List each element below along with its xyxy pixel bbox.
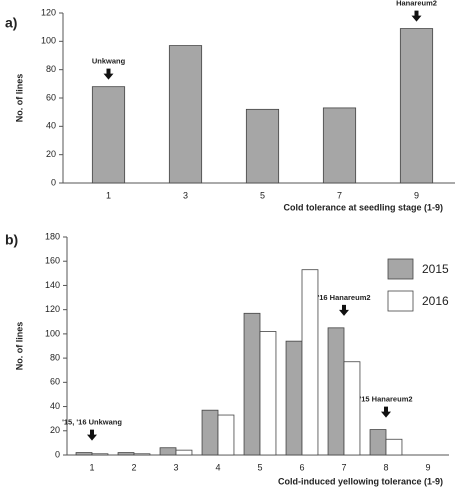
bar <box>322 107 357 184</box>
y-tick-label: 60 <box>46 92 56 102</box>
y-tick-label: 80 <box>46 64 56 74</box>
annotation-arrow <box>411 10 422 22</box>
y-tick-label: 160 <box>45 256 60 266</box>
x-tick-label: 9 <box>425 462 430 472</box>
bar <box>385 438 403 456</box>
bar <box>343 361 361 456</box>
annotation-arrow <box>339 304 349 316</box>
x-axis-title: Cold-induced yellowing tolerance (1-9) <box>278 476 443 486</box>
annotation: '16 Hanareum2 <box>317 293 370 302</box>
x-tick-label: 3 <box>183 190 188 200</box>
legend-swatch <box>387 290 414 312</box>
bar <box>285 340 303 456</box>
x-tick-label: 5 <box>257 462 262 472</box>
y-tick-label: 120 <box>41 7 56 17</box>
annotation: '15, '16 Unkwang <box>62 418 122 427</box>
y-tick-label: 40 <box>46 121 56 131</box>
legend-label: 2016 <box>422 294 449 308</box>
bar <box>201 409 219 456</box>
y-tick-label: 100 <box>41 36 56 46</box>
bar <box>259 331 277 456</box>
bar <box>75 452 93 456</box>
panel-label: a) <box>5 15 17 31</box>
bar <box>159 447 177 456</box>
annotation-arrow <box>87 429 97 441</box>
bar <box>133 453 151 456</box>
bar <box>369 429 387 456</box>
annotation-arrow <box>103 68 114 80</box>
annotation: Unkwang <box>92 57 126 66</box>
bar <box>301 269 319 456</box>
annotation: Hanareum2 <box>396 0 437 8</box>
y-tick-label: 80 <box>50 352 60 362</box>
y-tick-label: 20 <box>50 425 60 435</box>
x-axis-title: Cold tolerance at seedling stage (1-9) <box>283 202 443 212</box>
bar <box>243 312 261 456</box>
y-tick-label: 140 <box>45 280 60 290</box>
bar <box>91 453 109 456</box>
x-tick-label: 9 <box>414 190 419 200</box>
bar <box>91 86 126 184</box>
x-tick-label: 1 <box>89 462 94 472</box>
y-tick-label: 0 <box>51 177 56 187</box>
bar <box>168 45 203 184</box>
bar <box>245 108 280 184</box>
annotation-arrow <box>381 406 391 418</box>
bar <box>117 452 135 456</box>
annotation: '15 Hanareum2 <box>359 395 412 404</box>
x-tick-label: 6 <box>299 462 304 472</box>
x-tick-label: 4 <box>215 462 220 472</box>
y-tick-label: 100 <box>45 328 60 338</box>
x-tick-label: 7 <box>341 462 346 472</box>
y-tick-label: 40 <box>50 401 60 411</box>
y-tick-label: 60 <box>50 377 60 387</box>
y-axis-title: No. of lines <box>14 322 24 371</box>
y-tick-label: 120 <box>45 304 60 314</box>
x-tick-label: 1 <box>106 190 111 200</box>
x-tick-label: 8 <box>383 462 388 472</box>
x-tick-label: 3 <box>173 462 178 472</box>
x-tick-label: 2 <box>131 462 136 472</box>
y-tick-label: 180 <box>45 231 60 241</box>
y-tick-label: 20 <box>46 149 56 159</box>
y-tick-label: 0 <box>55 449 60 459</box>
bar <box>327 327 345 456</box>
bar <box>217 414 235 456</box>
legend-swatch <box>387 258 414 280</box>
y-axis-title: No. of lines <box>14 74 24 123</box>
bar <box>175 449 193 456</box>
panel-label: b) <box>5 232 18 248</box>
bar <box>399 28 434 184</box>
legend-label: 2015 <box>422 262 449 276</box>
x-tick-label: 5 <box>260 190 265 200</box>
x-tick-label: 7 <box>337 190 342 200</box>
